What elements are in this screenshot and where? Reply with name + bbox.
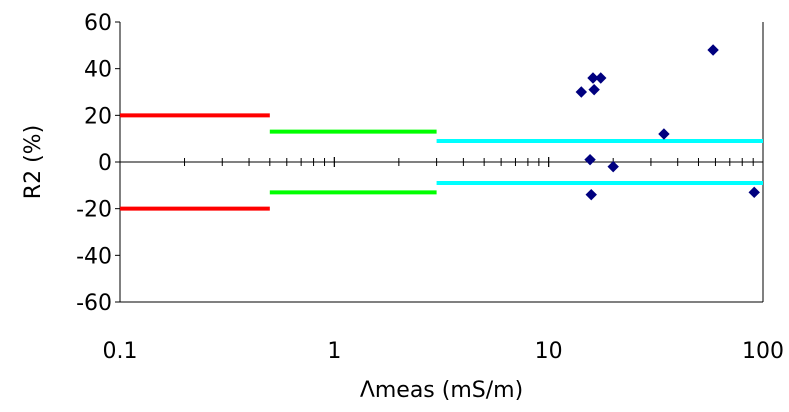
data-point: [658, 128, 670, 140]
y-tick-label: 40: [84, 58, 112, 83]
data-point: [748, 186, 760, 199]
scatter-points: [575, 44, 760, 201]
x-tick-labels: 0.1 1 10 100: [103, 339, 785, 364]
y-tick-label: -20: [76, 198, 112, 223]
data-point: [588, 83, 600, 96]
y-tick-label: -40: [76, 244, 112, 269]
y-ticks: [115, 21, 120, 303]
data-point: [707, 44, 719, 56]
x-minor-ticks: [119, 157, 764, 167]
y-tick-labels: 60 40 20 0 -20 -40 -60: [76, 11, 112, 316]
x-axis-title: Λmeas (mS/m): [360, 378, 523, 403]
x-tick-label: 100: [742, 339, 784, 364]
y-tick-label: 60: [84, 11, 112, 36]
y-axis-title: R2 (%): [21, 125, 46, 199]
x-tick-label: 0.1: [103, 339, 138, 364]
data-point: [595, 72, 607, 84]
x-tick-label: 10: [535, 339, 563, 364]
threshold-lines: [120, 113, 763, 211]
y-tick-label: 20: [84, 104, 112, 129]
data-point: [587, 72, 599, 84]
plot-area: [119, 22, 764, 303]
data-point: [575, 86, 588, 98]
y-tick-label: -60: [76, 291, 112, 316]
data-point: [607, 160, 619, 173]
data-point: [584, 153, 596, 166]
x-tick-label: 1: [327, 339, 341, 364]
y-tick-label: 0: [98, 151, 112, 176]
data-point: [585, 188, 597, 201]
